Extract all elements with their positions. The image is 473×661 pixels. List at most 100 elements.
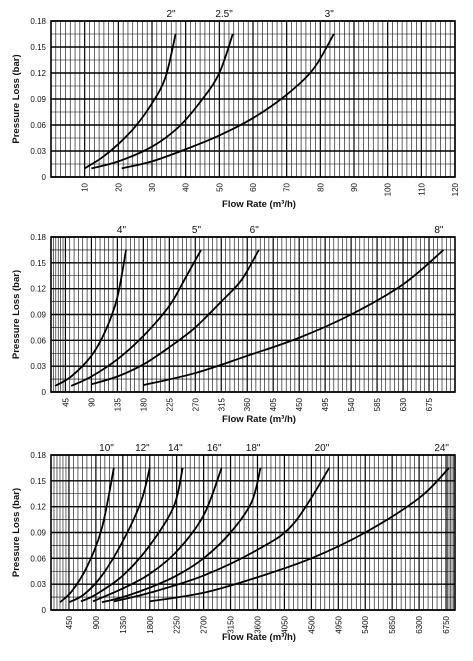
- series-label: 4": [117, 225, 127, 236]
- x-tick-label: 100: [384, 182, 393, 196]
- y-tick-label: 0.09: [30, 311, 46, 320]
- x-tick-label: 1350: [119, 615, 128, 633]
- y-tick-label: 0.18: [30, 233, 46, 242]
- x-tick-label: 60: [249, 182, 258, 191]
- x-axis-title: Flow Rate (m³/h): [222, 199, 296, 210]
- x-tick-label: 6750: [442, 615, 451, 633]
- x-tick-label: 450: [65, 615, 74, 629]
- y-tick-label: 0.09: [30, 529, 46, 538]
- series-label: 16": [207, 443, 222, 454]
- series-label: 12": [135, 443, 150, 454]
- x-tick-label: 45: [61, 397, 70, 406]
- x-tick-label: 50: [215, 182, 224, 191]
- x-tick-label: 900: [92, 615, 101, 629]
- series-line-2: [68, 467, 151, 604]
- x-tick-label: 495: [321, 397, 330, 411]
- x-tick-label: 90: [350, 182, 359, 191]
- plot-frame: [50, 454, 456, 611]
- x-tick-label: 20: [114, 182, 123, 191]
- x-tick-label: 360: [243, 397, 252, 411]
- series-label: 8": [434, 225, 444, 236]
- x-tick-label: 5400: [361, 615, 370, 633]
- series-line-4: [143, 249, 445, 386]
- series-line-3: [121, 33, 335, 170]
- x-tick-label: 2250: [173, 615, 182, 633]
- y-tick-label: 0.03: [30, 147, 46, 156]
- y-tick-label: 0: [42, 606, 47, 615]
- x-tick-label: 80: [316, 182, 325, 191]
- chart-panel-2: 0 0.03 0.06 0.09 0.12 0.15 0.18 45 90 135 180 225 27…: [11, 225, 456, 425]
- series-line-3: [91, 249, 260, 386]
- x-tick-label: 4500: [307, 615, 316, 633]
- series-label: 5": [192, 225, 202, 236]
- series-line-1: [84, 33, 177, 170]
- x-tick-label: 450: [295, 397, 304, 411]
- series-label: 2": [166, 9, 176, 20]
- y-tick-label: 0.18: [30, 17, 46, 26]
- x-tick-label: 2700: [200, 615, 209, 633]
- y-axis-title: Pressure Loss (bar): [11, 488, 22, 577]
- x-tick-label: 270: [191, 397, 200, 411]
- y-tick-label: 0: [42, 173, 47, 182]
- series-label: 3": [325, 9, 335, 20]
- y-tick-label: 0.15: [30, 259, 46, 268]
- x-tick-label: 630: [399, 397, 408, 411]
- series-line-1: [54, 249, 127, 387]
- y-tick-label: 0.03: [30, 362, 46, 371]
- x-tick-label: 540: [347, 397, 356, 411]
- x-tick-label: 585: [373, 397, 382, 411]
- x-tick-label: 6300: [415, 615, 424, 633]
- x-axis-title: Flow Rate (m³/h): [222, 414, 296, 425]
- x-tick-label: 1800: [146, 615, 155, 633]
- series-line-2: [91, 33, 234, 170]
- y-tick-label: 0.06: [30, 554, 46, 563]
- series-line-7: [149, 467, 450, 603]
- series-label: 14": [168, 443, 183, 454]
- x-tick-label: 135: [113, 397, 122, 411]
- x-tick-label: 3600: [253, 615, 262, 633]
- x-tick-label: 3150: [227, 615, 236, 633]
- plot-frame: [50, 20, 456, 178]
- x-tick-label: 40: [182, 182, 191, 191]
- y-tick-label: 0.18: [30, 451, 46, 460]
- x-tick-label: 120: [451, 182, 460, 196]
- x-tick-label: 4050: [280, 615, 289, 633]
- x-tick-label: 675: [425, 397, 434, 411]
- series-label: 18": [246, 443, 261, 454]
- x-tick-label: 315: [217, 397, 226, 411]
- series-line-3: [80, 467, 184, 603]
- y-tick-label: 0.09: [30, 95, 46, 104]
- x-tick-label: 10: [81, 182, 90, 191]
- y-tick-label: 0: [42, 388, 47, 397]
- y-tick-label: 0.15: [30, 477, 46, 486]
- x-tick-label: 30: [148, 182, 157, 191]
- series-line-1: [59, 467, 115, 603]
- y-axis-title: Pressure Loss (bar): [11, 270, 22, 359]
- series-line-6: [113, 467, 331, 603]
- series-line-2: [70, 249, 202, 387]
- y-tick-label: 0.12: [30, 285, 46, 294]
- series-label: 10": [99, 443, 114, 454]
- x-tick-label: 70: [283, 182, 292, 191]
- x-tick-label: 90: [87, 397, 96, 406]
- series-label: 20": [315, 443, 330, 454]
- series-label: 6": [250, 225, 260, 236]
- series-line-5: [101, 467, 262, 604]
- y-tick-label: 0.06: [30, 336, 46, 345]
- y-tick-label: 0.03: [30, 580, 46, 589]
- plot-frame: [50, 236, 456, 393]
- chart-panel-1: 0 0.03 0.06 0.09 0.12 0.15 0.18 10 20 30 40 50 60 70 8…: [11, 9, 460, 210]
- x-axis-title: Flow Rate (m³/h): [222, 632, 296, 643]
- series-label: 2.5": [215, 9, 233, 20]
- chart-panel-3: 0 0.03 0.06 0.09 0.12 0.15 0.18 450 900 1350 1800 2…: [11, 443, 456, 643]
- x-tick-label: 4950: [334, 615, 343, 633]
- y-tick-label: 0.06: [30, 121, 46, 130]
- y-axis-title: Pressure Loss (bar): [11, 54, 22, 143]
- x-tick-label: 180: [139, 397, 148, 411]
- series-label: 24": [434, 443, 449, 454]
- x-tick-label: 405: [269, 397, 278, 411]
- x-tick-label: 5850: [388, 615, 397, 633]
- y-tick-label: 0.12: [30, 503, 46, 512]
- y-tick-label: 0.12: [30, 69, 46, 78]
